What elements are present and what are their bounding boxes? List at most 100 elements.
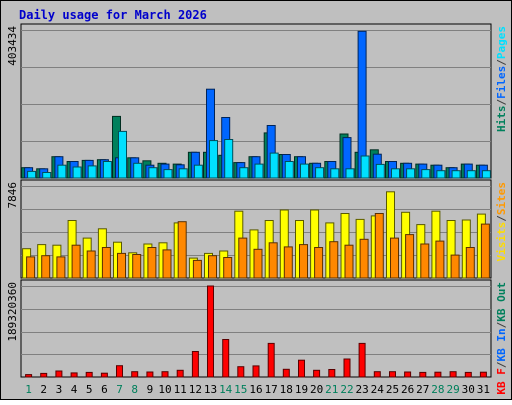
bar-traffic-pages-6 — [102, 161, 112, 179]
bar-visits-sites-28 — [435, 240, 445, 279]
bar-kbytes-kb-f-17 — [267, 342, 275, 378]
bar-visits-sites-4 — [71, 244, 81, 279]
x-tick-label-3: 3 — [56, 383, 63, 396]
bar-kbytes-kb-f-21 — [328, 369, 336, 378]
bar-visits-sites-8 — [132, 254, 142, 279]
bar-visits-sites-23 — [359, 238, 369, 279]
bar-visits-sites-18 — [283, 246, 293, 279]
bar-visits-sites-29 — [450, 254, 460, 279]
bar-traffic-pages-26 — [406, 168, 416, 179]
bar-kbytes-kb-f-8 — [131, 371, 139, 378]
bar-traffic-pages-3 — [57, 164, 67, 179]
x-tick-label-12: 12 — [189, 383, 202, 396]
bar-visits-sites-15 — [238, 237, 248, 279]
bar-traffic-pages-8 — [133, 162, 143, 179]
bar-traffic-pages-5 — [87, 165, 97, 179]
x-tick-label-14: 14 — [219, 383, 233, 396]
bar-kbytes-kb-f-13 — [207, 285, 214, 378]
x-tick-label-31: 31 — [477, 383, 490, 396]
bar-kbytes-kb-f-29 — [449, 371, 457, 378]
x-tick-label-15: 15 — [234, 383, 247, 396]
bar-kbytes-kb-f-6 — [100, 372, 108, 378]
x-tick-label-28: 28 — [431, 383, 444, 396]
bar-traffic-pages-29 — [451, 170, 461, 179]
bar-visits-sites-24 — [374, 213, 384, 279]
bar-kbytes-kb-f-2 — [40, 372, 48, 378]
panel-traffic-axis-label-4: Pages — [495, 26, 508, 59]
bar-kbytes-kb-f-22 — [343, 358, 351, 378]
bar-visits-sites-12 — [192, 259, 202, 279]
x-tick-label-23: 23 — [355, 383, 368, 396]
bar-visits-sites-19 — [299, 244, 308, 279]
panel-visits-axis-label-0: Visits — [495, 222, 508, 262]
x-tick-label-5: 5 — [86, 383, 93, 396]
x-tick-label-10: 10 — [158, 383, 171, 396]
bar-traffic-pages-9 — [148, 167, 158, 179]
bar-kbytes-kb-f-4 — [70, 372, 78, 378]
bar-traffic-pages-15 — [239, 167, 249, 179]
bar-kbytes-kb-f-25 — [389, 371, 396, 378]
bar-visits-sites-11 — [177, 221, 187, 279]
bar-traffic-pages-17 — [269, 152, 279, 179]
panel-kbytes-axis-label-4: KB Out — [495, 282, 508, 322]
bar-traffic-pages-7 — [118, 130, 127, 179]
bar-traffic-pages-13 — [209, 140, 218, 179]
panel-traffic-axis-label-0: Hits — [495, 106, 508, 133]
bar-kbytes-kb-f-14 — [222, 339, 230, 378]
bar-visits-sites-16 — [253, 248, 263, 279]
panel-visits-ymax-label: 7846 — [6, 182, 19, 209]
panel-kbytes-ymax-label: 189320360 — [6, 282, 19, 342]
x-tick-label-24: 24 — [371, 383, 385, 396]
bar-kbytes-kb-f-24 — [373, 371, 381, 378]
bar-kbytes-kb-f-30 — [464, 371, 472, 378]
bar-traffic-pages-20 — [315, 167, 325, 179]
bar-visits-sites-10 — [162, 249, 172, 279]
bar-traffic-pages-31 — [481, 170, 491, 179]
x-tick-label-13: 13 — [204, 383, 217, 396]
panel-traffic-axis-label-3: / — [495, 59, 508, 66]
bar-traffic-pages-22 — [345, 168, 355, 179]
x-tick-label-9: 9 — [147, 383, 154, 396]
x-tick-label-6: 6 — [101, 383, 108, 396]
bar-kbytes-kb-f-31 — [479, 371, 487, 378]
bar-kbytes-kb-f-15 — [237, 366, 245, 378]
bar-visits-sites-3 — [56, 256, 66, 279]
x-axis: 1 2 3 4 5 6 7 8 9 10 11 12 13 14 15 16 17 18 19 20 21 22 23 24 2… — [25, 383, 490, 396]
bar-traffic-pages-18 — [284, 161, 294, 179]
bar-traffic-pages-11 — [178, 168, 188, 179]
bar-visits-sites-27 — [420, 243, 430, 279]
chart-title: Daily usage for March 2026 — [19, 8, 207, 22]
bar-kbytes-kb-f-7 — [116, 365, 123, 378]
bar-visits-sites-31 — [480, 223, 490, 279]
bar-kbytes-kb-f-3 — [55, 370, 63, 378]
x-tick-label-20: 20 — [310, 383, 323, 396]
bar-visits-sites-1 — [26, 256, 36, 279]
bar-traffic-pages-30 — [466, 170, 476, 179]
bar-kbytes-kb-f-20 — [313, 369, 321, 378]
bar-visits-sites-2 — [41, 255, 51, 279]
panel-kbytes-axis-label-1: / — [495, 361, 508, 368]
x-tick-label-18: 18 — [280, 383, 293, 396]
panel-traffic-ymax-label: 403434 — [6, 26, 19, 66]
bar-kbytes-kb-f-5 — [85, 371, 93, 378]
bar-visits-sites-13 — [208, 255, 217, 279]
panel-kbytes-plot-area — [20, 279, 492, 378]
bar-traffic-pages-4 — [72, 166, 82, 179]
bar-traffic-pages-24 — [375, 163, 385, 179]
x-tick-label-8: 8 — [131, 383, 138, 396]
bar-kbytes-kb-f-16 — [252, 365, 260, 378]
panel-traffic-plot-area — [20, 23, 492, 179]
bar-kbytes-kb-f-19 — [298, 359, 305, 378]
panel-visits-axis-label-2: Sites — [495, 182, 508, 215]
panel-kbytes-series-labels: KB F/KB In/KB Out — [495, 282, 508, 395]
x-tick-label-30: 30 — [462, 383, 475, 396]
x-tick-label-21: 21 — [325, 383, 338, 396]
bar-traffic-pages-27 — [421, 169, 431, 179]
bar-kbytes-kb-f-18 — [282, 368, 290, 378]
x-tick-label-25: 25 — [386, 383, 399, 396]
x-tick-label-27: 27 — [416, 383, 429, 396]
